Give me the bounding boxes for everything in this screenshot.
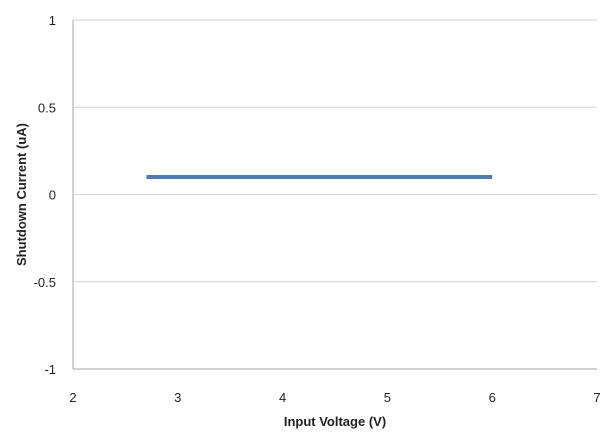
x-tick-label: 3 (174, 390, 181, 405)
x-tick-label: 6 (489, 390, 496, 405)
y-tick-label: 0 (49, 188, 56, 203)
y-tick-label: 0.5 (38, 100, 56, 115)
y-tick-label: -0.5 (34, 275, 56, 290)
x-tick-label: 5 (384, 390, 391, 405)
x-tick-labels: 2 3 4 5 6 7 (69, 390, 600, 405)
x-tick-label: 4 (279, 390, 286, 405)
y-axis-title: Shutdown Current (uA) (14, 123, 29, 266)
x-tick-label: 2 (69, 390, 76, 405)
x-tick-label: 7 (593, 390, 600, 405)
y-tick-label: 1 (49, 13, 56, 28)
y-tick-labels: 1 0.5 0 -0.5 -1 (34, 13, 56, 377)
y-tick-label: -1 (44, 362, 56, 377)
x-axis-title: Input Voltage (V) (284, 414, 386, 429)
gridlines (73, 19, 597, 370)
